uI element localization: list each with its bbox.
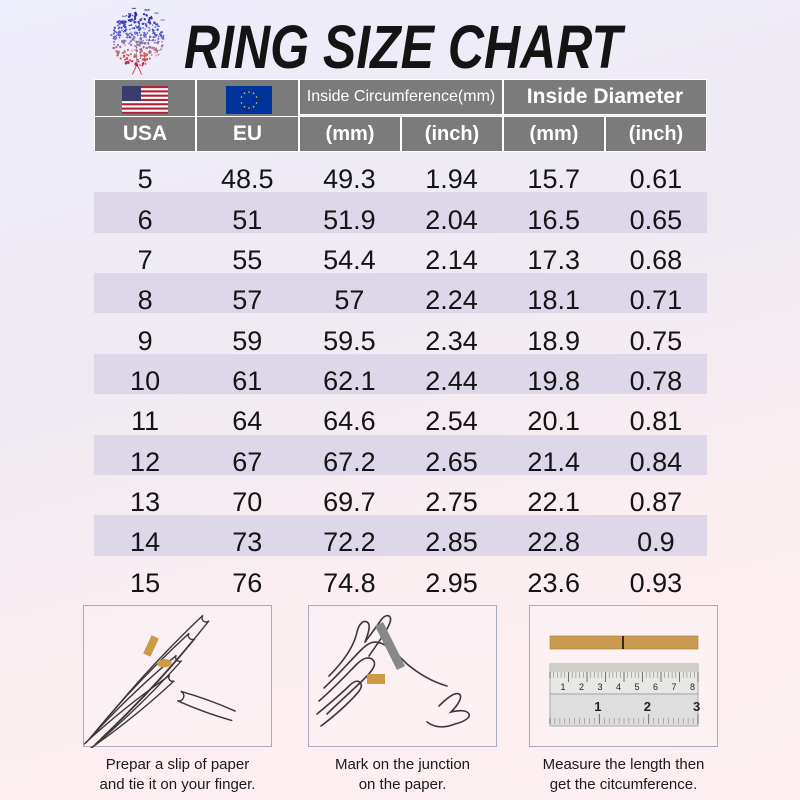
svg-text:2: 2 (644, 699, 651, 714)
svg-text:7: 7 (672, 682, 677, 692)
svg-text:8: 8 (690, 682, 695, 692)
svg-text:1: 1 (561, 682, 566, 692)
svg-text:5: 5 (635, 682, 640, 692)
svg-text:2: 2 (579, 682, 584, 692)
svg-text:3: 3 (693, 699, 700, 714)
svg-text:6: 6 (653, 682, 658, 692)
svg-text:1: 1 (594, 699, 601, 714)
svg-text:3: 3 (598, 682, 603, 692)
svg-text:4: 4 (616, 682, 621, 692)
